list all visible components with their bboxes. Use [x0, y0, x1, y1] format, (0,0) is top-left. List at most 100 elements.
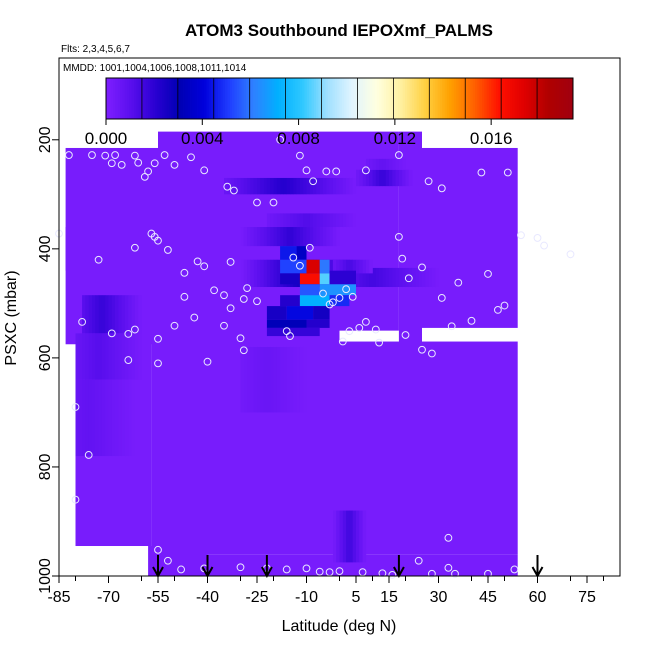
gradient-cell: [296, 346, 301, 413]
gradient-cell: [382, 169, 386, 187]
colorbar-segment: [386, 78, 389, 119]
dates-subtitle: MMDD: 1001,1004,1006,1008,1011,1014: [63, 63, 247, 74]
gradient-cell: [125, 295, 129, 334]
gradient-cell: [121, 333, 126, 380]
colorbar-segment: [241, 78, 245, 119]
colorbar-segment: [187, 78, 191, 119]
observation-point: [305, 243, 314, 252]
gradient-cell: [326, 177, 330, 195]
gradient-cell: [111, 333, 116, 380]
gradient-cell: [243, 346, 248, 413]
gradient-cell: [276, 346, 281, 413]
gradient-cell: [398, 169, 403, 187]
gradient-cell: [385, 267, 390, 288]
gradient-cell: [138, 295, 142, 334]
colorbar-segment: [495, 78, 499, 119]
observation-point: [124, 356, 133, 364]
gradient-cell: [118, 379, 122, 457]
gradient-cell: [352, 177, 357, 195]
gradient-cell: [398, 158, 403, 170]
colorbar-segment: [460, 78, 464, 119]
colorbar-segment: [526, 78, 530, 119]
heatmap-cell: [319, 284, 356, 296]
gradient-cell: [260, 259, 264, 288]
colorbar-segment: [558, 78, 562, 119]
colorbar-segment: [493, 78, 497, 119]
heatmap-cell: [280, 259, 307, 274]
gradient-cell: [415, 267, 419, 288]
gradient-cell: [82, 379, 86, 457]
gradient-cell: [240, 346, 245, 413]
gradient-cell: [313, 227, 317, 247]
gradient-cell: [253, 346, 258, 413]
colorbar-segment: [197, 78, 200, 119]
colorbar-segment: [442, 78, 445, 119]
colorbar-segment: [423, 78, 427, 119]
observation-point: [428, 349, 436, 358]
colorbar-segment: [185, 78, 189, 119]
x-tick-label: -55: [146, 589, 169, 606]
colorbar-segment: [171, 78, 175, 119]
gradient-cell: [247, 177, 251, 195]
gradient-cell: [369, 259, 373, 274]
observation-point: [447, 322, 456, 331]
gradient-cell: [88, 333, 93, 380]
gradient-cell: [323, 177, 327, 195]
colorbar-segment: [211, 78, 214, 119]
heatmap-cell: [299, 295, 330, 307]
gradient-cell: [82, 333, 86, 380]
observation-point: [180, 268, 189, 277]
colorbar-segment: [514, 78, 518, 119]
gradient-cell: [111, 379, 116, 457]
colorbar-segment: [262, 78, 266, 119]
gradient-cell: [306, 213, 311, 228]
gradient-cell: [293, 346, 297, 413]
y-axis-label: PSXC (mbar): [3, 270, 20, 365]
gradient-cell: [243, 227, 248, 247]
colorbar-segment: [395, 78, 399, 119]
gradient-cell: [425, 267, 429, 288]
colorbar-segment: [467, 78, 471, 119]
observation-point: [454, 278, 463, 287]
colorbar-segment: [383, 78, 387, 119]
colorbar-segment: [563, 78, 567, 119]
observation-point: [243, 284, 252, 293]
gradient-cell: [329, 227, 334, 247]
heatmap-cell: [313, 306, 330, 320]
colorbar-segment: [444, 78, 448, 119]
gradient-cell: [260, 346, 264, 413]
observation-point: [338, 337, 347, 346]
observation-point: [134, 158, 143, 167]
heatmap-cell: [266, 319, 307, 328]
gradient-cell: [339, 213, 344, 228]
observation-point: [362, 318, 370, 326]
gradient-cell: [402, 267, 406, 288]
observation-point: [348, 292, 357, 301]
observation-point: [517, 231, 525, 240]
gradient-cell: [336, 177, 340, 195]
gradient-cell: [283, 227, 287, 247]
gradient-cell: [276, 177, 281, 195]
colorbar-segment: [551, 78, 555, 119]
gradient-cell: [359, 169, 363, 187]
colorbar-segment: [304, 78, 308, 119]
gradient-cell: [375, 158, 380, 170]
gradient-cell: [369, 169, 373, 187]
gradient-cell: [349, 177, 353, 195]
gradient-cell: [379, 158, 383, 170]
gradient-cell: [316, 227, 320, 247]
observation-point: [124, 330, 133, 338]
gradient-cell: [405, 169, 410, 187]
gradient-cell: [309, 213, 314, 228]
observation-point: [342, 285, 351, 294]
y-axis: 200 400 600 800 1000: [37, 126, 59, 594]
observation-point: [71, 403, 80, 411]
gradient-cell: [270, 177, 274, 195]
colorbar-segment: [547, 78, 551, 119]
colorbar-segment: [108, 78, 112, 119]
gradient-cell: [435, 267, 439, 288]
observation-point: [236, 334, 245, 343]
observation-point: [117, 160, 126, 169]
colorbar-frame: [105, 77, 574, 120]
colorbar-segment: [488, 78, 492, 119]
